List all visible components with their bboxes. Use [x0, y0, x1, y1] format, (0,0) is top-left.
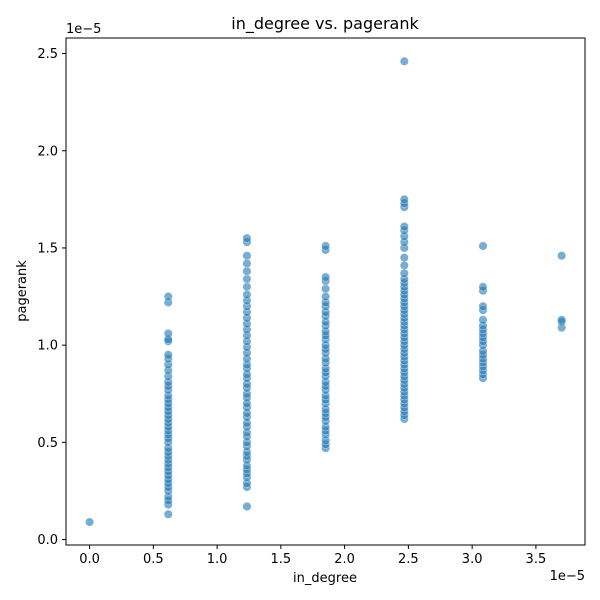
data-point [163, 350, 173, 360]
y-axis-offset-text: 1e−5 [66, 22, 101, 37]
data-points [85, 56, 567, 527]
data-point [85, 517, 95, 527]
x-tick-label: 0.5 [143, 552, 164, 567]
x-tick-label: 1.0 [207, 552, 228, 567]
y-tick-label: 0.5 [37, 436, 58, 451]
y-tick-label: 1.0 [37, 339, 58, 354]
data-point [399, 222, 409, 232]
data-point [399, 194, 409, 204]
data-point [557, 315, 567, 325]
data-point [321, 241, 331, 251]
y-axis-label: pagerank [15, 260, 30, 322]
data-point [163, 509, 173, 519]
data-point [557, 251, 567, 261]
x-axis-offset-text: 1e−5 [550, 569, 585, 584]
y-tick-label: 0.0 [37, 533, 58, 548]
data-point [242, 274, 252, 284]
y-tick-label: 2.5 [37, 47, 58, 62]
data-point [321, 292, 331, 301]
data-point [399, 261, 409, 270]
data-point [321, 284, 331, 294]
data-point [163, 292, 173, 301]
data-point [399, 253, 409, 263]
data-point [242, 266, 252, 276]
data-point [478, 301, 488, 311]
chart-title: in_degree vs. pagerank [231, 14, 419, 34]
plot-frame [65, 37, 586, 546]
y-axis-ticks: 0.0 0.5 1.0 1.5 2.0 2.5 [37, 47, 66, 548]
data-point [478, 241, 488, 251]
data-point [321, 272, 331, 282]
x-axis-label: in_degree [293, 571, 357, 586]
x-tick-label: 2.5 [398, 552, 419, 567]
data-point [399, 268, 409, 278]
x-tick-label: 2.0 [334, 552, 355, 567]
x-tick-label: 3.0 [462, 552, 483, 567]
y-tick-label: 2.0 [37, 144, 58, 159]
data-point [242, 251, 252, 261]
y-tick-label: 1.5 [37, 241, 58, 256]
data-point [242, 233, 252, 243]
x-tick-label: 1.5 [271, 552, 292, 567]
data-point [242, 502, 252, 511]
data-point [478, 282, 488, 292]
data-point [242, 259, 252, 268]
x-tick-label: 3.5 [526, 552, 547, 567]
x-axis-ticks: 0.0 0.5 1.0 1.5 2.0 2.5 3.0 3.5 [79, 545, 546, 567]
data-point [478, 315, 488, 325]
data-point [399, 56, 409, 66]
data-point [242, 282, 252, 292]
x-tick-label: 0.0 [79, 552, 100, 567]
data-point [242, 290, 252, 300]
data-point [163, 329, 173, 338]
